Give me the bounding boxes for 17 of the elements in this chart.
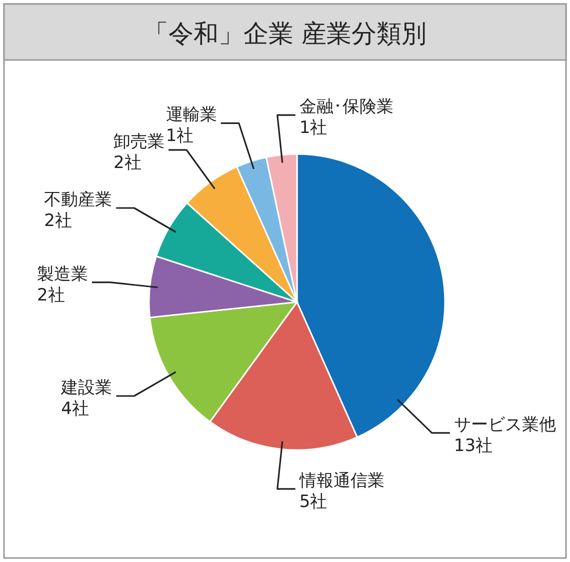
data-label: 2社 bbox=[113, 152, 142, 173]
data-label: 2社 bbox=[44, 211, 72, 231]
slice-label: サービス業他 bbox=[454, 414, 556, 435]
slice-label: 製造業 bbox=[37, 264, 88, 284]
data-label: 2社 bbox=[37, 285, 65, 306]
chart-title: 「令和」企業 産業分類別 bbox=[144, 19, 426, 48]
slice-label: 卸売業 bbox=[113, 132, 164, 152]
slice-label: 不動産業 bbox=[44, 190, 112, 210]
data-label: 4社 bbox=[61, 399, 90, 419]
data-label: 5社 bbox=[299, 492, 328, 512]
slice-label: 情報通信業 bbox=[298, 470, 384, 491]
data-label: 1社 bbox=[166, 126, 194, 146]
data-label: 13社 bbox=[454, 436, 493, 456]
slice-label: 建設業 bbox=[60, 378, 112, 398]
slice-label: 運輸業 bbox=[166, 105, 217, 126]
slice-label: 金融･保険業 bbox=[299, 97, 394, 118]
data-label: 1社 bbox=[299, 118, 328, 138]
